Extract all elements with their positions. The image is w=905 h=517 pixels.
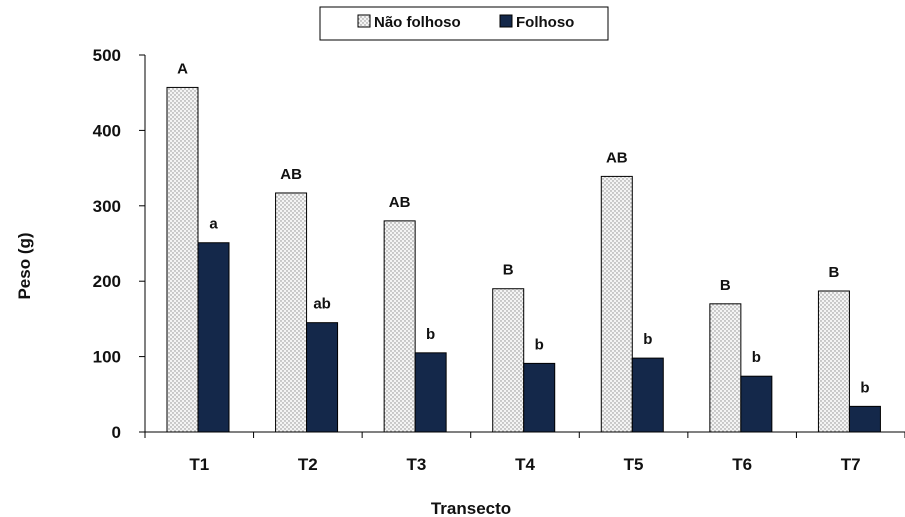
plot-area: 0 100 200 300 400 500 T1 Aa T2 AB ab T3 AB b T4 Bb T5 AB b… xyxy=(93,46,905,474)
x-tick-label: T2 xyxy=(298,455,318,474)
bar-folhoso-t2 xyxy=(306,322,339,433)
sig-label-folhoso-t1: a xyxy=(209,216,218,233)
y-tick-label: 200 xyxy=(93,272,121,291)
sig-label-nao-folhoso-t3: AB xyxy=(389,194,411,211)
y-tick-label: 0 xyxy=(112,423,121,442)
bar-folhoso-t5 xyxy=(631,357,664,433)
y-tick-label: 300 xyxy=(93,197,121,216)
x-axis-title: Transecto xyxy=(431,499,511,517)
sig-label-nao-folhoso-t4: B xyxy=(503,262,514,279)
sig-label-folhoso-t2: ab xyxy=(313,296,331,313)
sig-label-folhoso-t5: b xyxy=(643,331,652,348)
sig-label-folhoso-t6: b xyxy=(752,349,761,366)
sig-label-folhoso-t4: b xyxy=(535,336,544,353)
bar-nao-folhoso-t2 xyxy=(275,192,308,433)
x-tick-label: T4 xyxy=(515,455,535,474)
bar-nao-folhoso-t6 xyxy=(709,303,742,433)
sig-label-folhoso-t3: b xyxy=(426,326,435,343)
bar-nao-folhoso-t7 xyxy=(817,290,850,433)
x-tick-label: T7 xyxy=(841,455,861,474)
bar-folhoso-t7 xyxy=(848,405,881,433)
legend: Não folhoso Folhoso xyxy=(319,6,609,41)
bar-folhoso-t6 xyxy=(740,375,773,433)
bar-folhoso-t1 xyxy=(197,242,230,433)
sig-label-nao-folhoso-t2: AB xyxy=(280,166,302,183)
legend-swatch-nao-folhoso xyxy=(357,14,371,28)
sig-label-folhoso-t7: b xyxy=(860,379,869,396)
bar-folhoso-t4 xyxy=(523,362,556,433)
sig-label-nao-folhoso-t5: AB xyxy=(606,149,628,166)
x-tick-label: T1 xyxy=(189,455,209,474)
bar-nao-folhoso-t3 xyxy=(383,220,416,433)
bar-nao-folhoso-t1 xyxy=(166,86,199,433)
x-tick-label: T3 xyxy=(407,455,427,474)
y-axis-title: Peso (g) xyxy=(15,232,34,299)
y-tick-label: 400 xyxy=(93,121,121,140)
bar-folhoso-t3 xyxy=(414,352,447,433)
legend-label-folhoso: Folhoso xyxy=(516,14,574,31)
bar-nao-folhoso-t5 xyxy=(600,175,633,433)
sig-label-nao-folhoso-t6: B xyxy=(720,277,731,294)
sig-label-nao-folhoso-t1: A xyxy=(177,60,188,77)
sig-label-nao-folhoso-t7: B xyxy=(829,264,840,281)
y-tick-label: 500 xyxy=(93,46,121,65)
legend-swatch-folhoso xyxy=(499,14,513,28)
legend-label-nao-folhoso: Não folhoso xyxy=(374,14,461,31)
bar-nao-folhoso-t4 xyxy=(492,288,525,433)
x-tick-label: T5 xyxy=(624,455,644,474)
x-tick-label: T6 xyxy=(732,455,752,474)
y-tick-label: 100 xyxy=(93,348,121,367)
